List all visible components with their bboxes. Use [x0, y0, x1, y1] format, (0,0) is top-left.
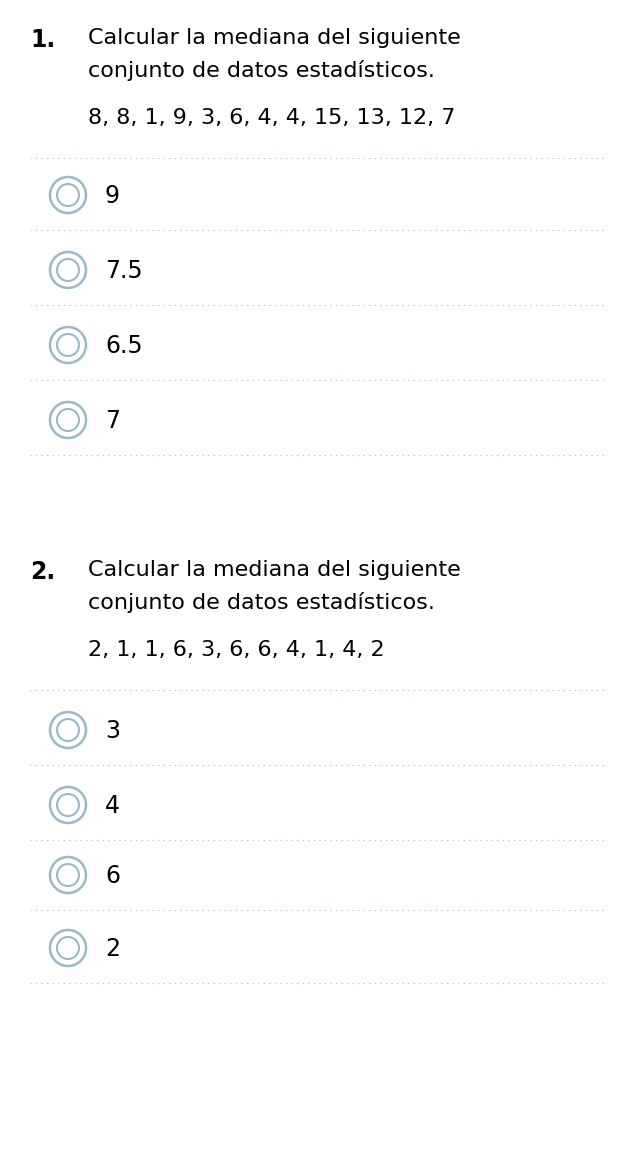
Text: 8, 8, 1, 9, 3, 6, 4, 4, 15, 13, 12, 7: 8, 8, 1, 9, 3, 6, 4, 4, 15, 13, 12, 7: [88, 108, 455, 128]
Text: 1.: 1.: [30, 28, 55, 52]
Text: 6: 6: [105, 864, 120, 888]
Text: conjunto de datos estadísticos.: conjunto de datos estadísticos.: [88, 60, 435, 81]
Text: 2, 1, 1, 6, 3, 6, 6, 4, 1, 4, 2: 2, 1, 1, 6, 3, 6, 6, 4, 1, 4, 2: [88, 640, 384, 660]
Text: Calcular la mediana del siguiente: Calcular la mediana del siguiente: [88, 560, 461, 580]
Text: 4: 4: [105, 794, 120, 818]
Text: 7.5: 7.5: [105, 259, 143, 283]
Text: 6.5: 6.5: [105, 334, 143, 358]
Text: 2: 2: [105, 938, 120, 961]
Text: Calcular la mediana del siguiente: Calcular la mediana del siguiente: [88, 28, 461, 49]
Text: 3: 3: [105, 719, 120, 743]
Text: 7: 7: [105, 409, 120, 434]
Text: 9: 9: [105, 184, 120, 208]
Text: 2.: 2.: [30, 560, 55, 584]
Text: conjunto de datos estadísticos.: conjunto de datos estadísticos.: [88, 592, 435, 613]
